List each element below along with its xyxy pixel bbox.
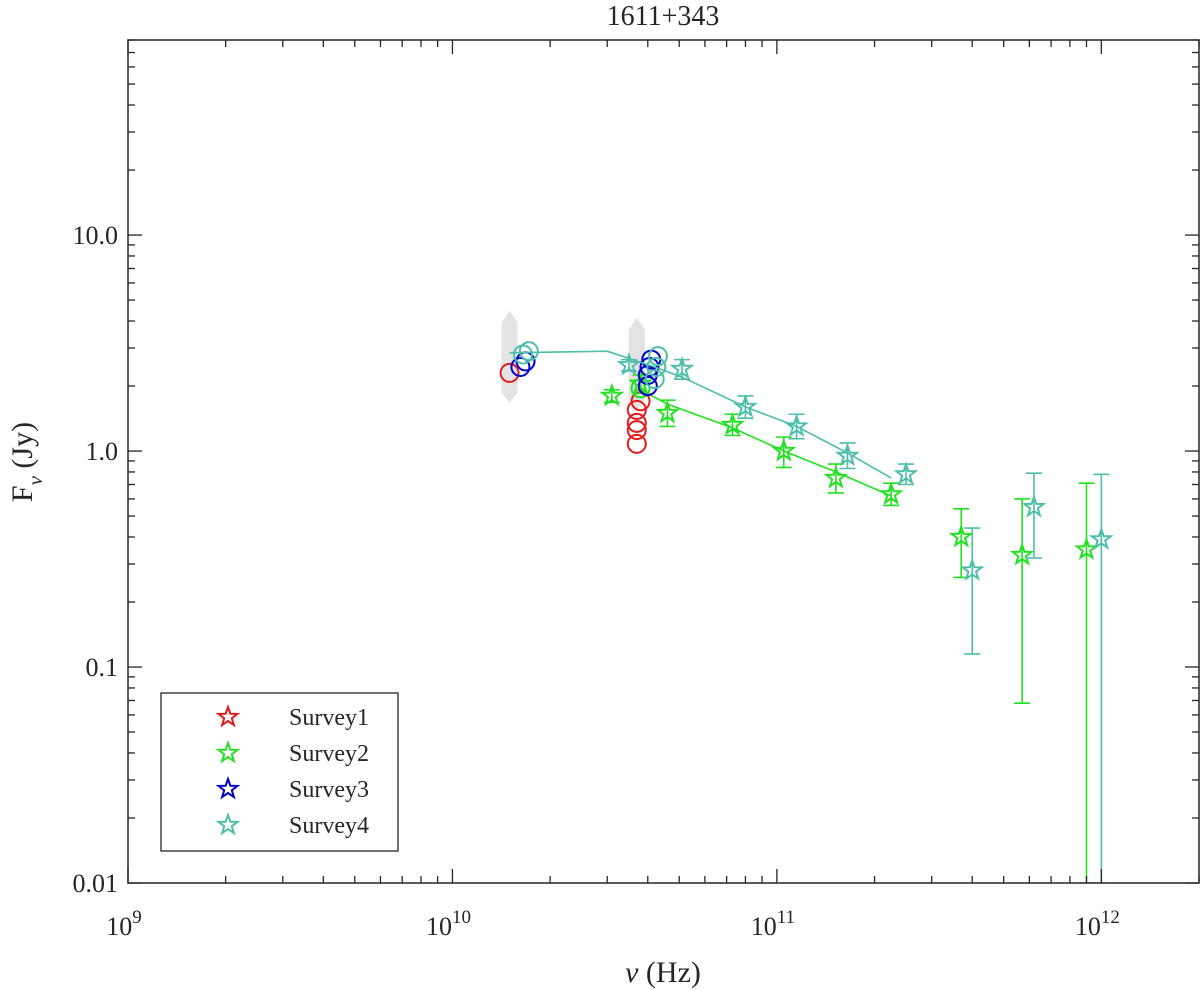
data-star-survey2 (948, 523, 974, 548)
legend-star-icon (215, 775, 241, 800)
data-star-survey4 (893, 461, 919, 485)
data-star-survey2 (1009, 541, 1035, 566)
data-circle-survey1 (626, 412, 647, 433)
data-star-survey2 (720, 411, 745, 436)
x-tick-label-exponent: 9 (132, 907, 142, 928)
data-star-survey2 (771, 437, 797, 462)
data-star-survey4 (784, 413, 809, 437)
data-star-survey4 (959, 557, 985, 581)
series-line-survey4 (509, 350, 892, 479)
x-tick-label: 1010 (426, 907, 471, 941)
legend-label: Survey1 (289, 705, 369, 731)
legend: Survey1 Survey2 Survey3 Survey4 (160, 692, 399, 852)
y-axis-label-base: F (6, 485, 39, 502)
data-circle-survey1 (499, 362, 520, 383)
x-tick-label-base: 10 (751, 912, 777, 941)
y-axis-label-subscript: ν (23, 475, 47, 485)
data-circle-survey4 (518, 341, 539, 362)
data-star-survey2 (628, 370, 653, 395)
x-axis-label-symbol: ν (625, 956, 639, 989)
shaded-marker (501, 310, 518, 403)
x-axis-label: ν (Hz) (625, 956, 701, 989)
x-tick-label-exponent: 12 (1101, 907, 1120, 928)
plot-area (499, 310, 1114, 883)
data-star-survey2 (1074, 536, 1099, 561)
y-tick-label: 1.0 (86, 437, 119, 466)
legend-label: Survey4 (289, 813, 369, 839)
data-circle-survey1 (626, 420, 647, 441)
legend-star-icon (215, 703, 241, 728)
data-star-survey2 (878, 481, 904, 505)
x-tick-label-exponent: 10 (452, 907, 471, 928)
data-circle-survey1 (626, 399, 647, 420)
data-star-survey4 (616, 352, 642, 376)
y-tick-label: 0.1 (86, 653, 119, 682)
y-tick-label: 10.0 (73, 221, 119, 250)
plot-content (499, 310, 1114, 883)
data-star-survey4 (1088, 526, 1114, 550)
data-circle-survey4 (644, 369, 665, 390)
y-axis-label-unit: (Jy) (6, 422, 39, 476)
data-circle-survey4 (647, 346, 668, 367)
data-circle-survey3 (637, 376, 658, 397)
legend-box (160, 692, 399, 852)
legend-star-icon (215, 739, 241, 764)
data-circle-survey1 (626, 433, 647, 454)
x-axis-label-unit: (Hz) (638, 956, 700, 989)
x-tick-label-base: 10 (106, 912, 132, 941)
data-star-survey4 (669, 355, 695, 380)
y-tick-label: 0.01 (73, 869, 119, 898)
legend-label: Survey2 (289, 741, 369, 767)
data-star-survey2 (655, 399, 680, 424)
x-tick-label: 1011 (751, 907, 795, 941)
data-star-survey4 (835, 442, 860, 467)
x-tick-label-base: 10 (426, 912, 452, 941)
x-tick-label-exponent: 11 (777, 907, 795, 928)
data-star-survey2 (599, 382, 625, 407)
data-circle-survey3 (510, 356, 531, 377)
x-tick-label: 1012 (1075, 907, 1120, 941)
data-star-survey4 (733, 393, 758, 418)
x-tick-label-base: 10 (1075, 912, 1101, 941)
data-star-survey4 (1021, 494, 1047, 518)
chart-title: 1611+343 (607, 1, 720, 32)
legend-label: Survey3 (289, 777, 369, 803)
data-star-survey2 (823, 464, 849, 489)
y-axis-label: Fν (Jy) (6, 422, 47, 502)
x-tick-label: 109 (106, 907, 142, 941)
data-circle-survey4 (646, 356, 667, 377)
legend-star-icon (215, 811, 241, 836)
